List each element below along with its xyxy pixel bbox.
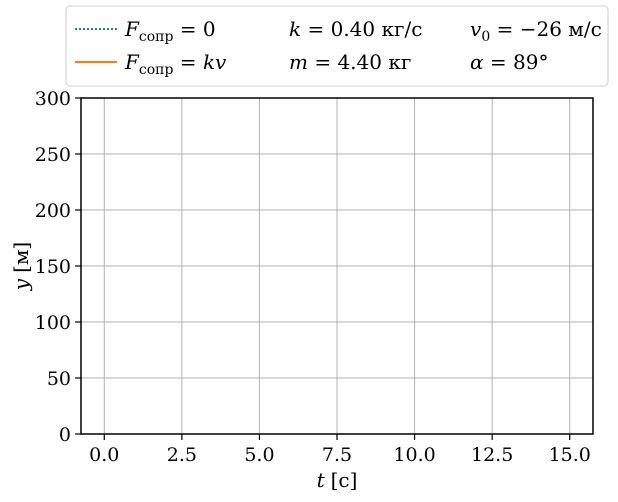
x-tick-label: 0.0 (89, 444, 119, 466)
param-k: k = 0.40 кг/с (289, 17, 422, 41)
x-tick-label: 5.0 (244, 444, 274, 466)
y-tick-label: 100 (35, 312, 71, 334)
x-tick-label: 10.0 (393, 444, 435, 466)
y-axis-label: y[м] (9, 242, 33, 291)
x-tick-label: 7.5 (322, 444, 352, 466)
y-tick-label: 200 (35, 200, 71, 222)
grid (81, 97, 593, 435)
param-v0: v0 = −26 м/с (470, 17, 602, 45)
ticks: 0.0 2.5 5.0 7.5 10.0 12.5 15.0 0 50 100 150 200 250 3… (35, 88, 591, 466)
y-tick-label: 0 (59, 424, 71, 446)
x-tick-label: 12.5 (471, 444, 513, 466)
legend-box (65, 5, 609, 87)
legend-label-no-drag: Fсопр = 0 (124, 17, 216, 45)
y-tick-label: 150 (35, 256, 71, 278)
param-alpha: α = 89° (470, 50, 548, 74)
y-tick-label: 50 (47, 368, 71, 390)
legend-label-linear-drag: Fсопр = kv (124, 50, 227, 78)
x-axis-label: t [с] (317, 468, 358, 492)
y-tick-label: 250 (35, 144, 71, 166)
x-tick-label: 15.0 (549, 444, 591, 466)
param-m: m = 4.40 кг (289, 50, 411, 74)
y-tick-label: 300 (35, 88, 71, 110)
x-tick-label: 2.5 (167, 444, 197, 466)
